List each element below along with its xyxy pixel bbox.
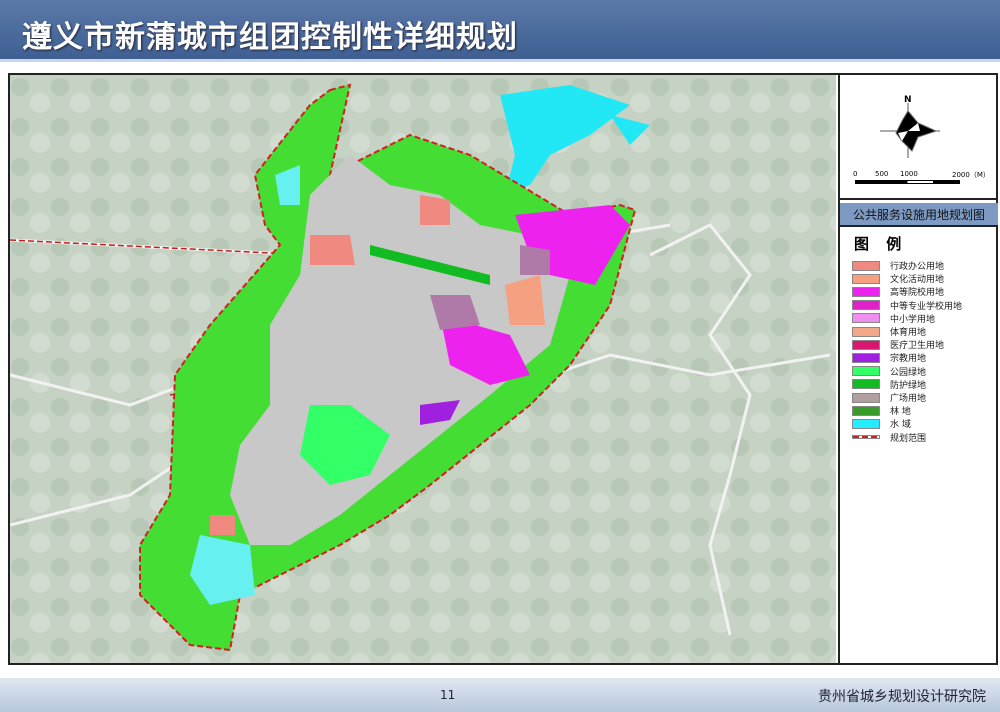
- admin-land: [210, 195, 450, 535]
- legend-swatch: [852, 300, 880, 311]
- page-number: 11: [440, 688, 456, 702]
- legend-label: 防护绿地: [890, 380, 927, 391]
- legend-item: 公园绿地: [852, 365, 926, 378]
- college-land: [440, 205, 630, 385]
- legend-swatch: [852, 435, 880, 440]
- legend-item: 医疗卫生用地: [852, 338, 944, 351]
- legend-label: 林 地: [890, 407, 911, 418]
- legend-swatch: [852, 260, 880, 271]
- legend-label: 行政办公用地: [890, 262, 945, 272]
- legend-item: 林 地: [852, 404, 911, 417]
- legend-swatch: [852, 379, 880, 390]
- legend-label: 水 域: [890, 420, 911, 431]
- header-bar: 遵义市新蒲城市组团控制性详细规划: [0, 0, 1000, 62]
- reservoir-water: [500, 85, 650, 195]
- legend-label: 中小学用地: [890, 314, 936, 325]
- legend-item: 水 域: [852, 417, 911, 430]
- legend-item: 文化活动用地: [852, 272, 944, 285]
- legend-label: 医疗卫生用地: [890, 341, 945, 352]
- scale-label-500: 500: [875, 170, 889, 178]
- scale-bar: [855, 180, 960, 184]
- legend-swatch: [852, 405, 880, 416]
- scale-label-1000: 1000: [900, 170, 918, 178]
- legend-item: 规划范围: [852, 431, 926, 444]
- page-title: 遵义市新蒲城市组团控制性详细规划: [22, 20, 518, 55]
- institute-name: 贵州省城乡规划设计研究院: [818, 689, 986, 705]
- compass-rose-icon: [880, 103, 940, 158]
- legend-swatch: [852, 392, 880, 403]
- map-frame: N 0 500 1000 2000（M） 公共服务设施用地规划图 图 例 行政办…: [8, 73, 998, 665]
- protective-green: [370, 245, 490, 285]
- planning-map: [10, 75, 836, 663]
- scale-label-0: 0: [853, 170, 858, 178]
- legend-swatch: [852, 286, 880, 297]
- footer-bar: 11 贵州省城乡规划设计研究院: [0, 678, 1000, 712]
- square-land: [430, 245, 550, 330]
- religious-land: [420, 400, 460, 425]
- legend-swatch: [852, 418, 880, 429]
- legend-swatch: [852, 313, 880, 324]
- culture-land: [505, 275, 545, 325]
- legend-swatch: [852, 339, 880, 350]
- legend-label: 广场用地: [890, 394, 927, 404]
- legend-swatch: [852, 326, 880, 337]
- legend-label: 高等院校用地: [890, 288, 945, 299]
- legend-item: 广场用地: [852, 391, 926, 404]
- legend-item: 中等专业学校用地: [852, 299, 962, 312]
- legend-label: 体育用地: [890, 328, 927, 338]
- legend-panel-title: 公共服务设施用地规划图: [840, 203, 998, 227]
- legend-item: 防护绿地: [852, 378, 926, 391]
- compass-scale-box: N 0 500 1000 2000（M）: [840, 75, 998, 200]
- legend-label: 文化活动用地: [890, 275, 945, 286]
- legend-label: 公园绿地: [890, 367, 927, 378]
- map-drawing: [10, 75, 836, 663]
- legend-heading: 图 例: [854, 235, 908, 253]
- lake-water: [190, 165, 300, 605]
- legend-label: 宗教用地: [890, 354, 927, 365]
- scale-label-2000: 2000（M）: [952, 171, 990, 179]
- legend-item: 中小学用地: [852, 312, 935, 325]
- central-park: [300, 405, 390, 485]
- legend-panel: N 0 500 1000 2000（M） 公共服务设施用地规划图 图 例 行政办…: [838, 75, 998, 663]
- legend-item: 行政办公用地: [852, 259, 944, 272]
- legend-swatch: [852, 352, 880, 363]
- legend-label: 中等专业学校用地: [890, 301, 963, 312]
- north-label: N: [904, 95, 912, 105]
- legend-item: 宗教用地: [852, 351, 926, 364]
- legend-swatch: [852, 273, 880, 284]
- legend-swatch: [852, 366, 880, 377]
- legend-item: 高等院校用地: [852, 285, 944, 298]
- legend-label: 规划范围: [890, 433, 927, 444]
- legend-item: 体育用地: [852, 325, 926, 338]
